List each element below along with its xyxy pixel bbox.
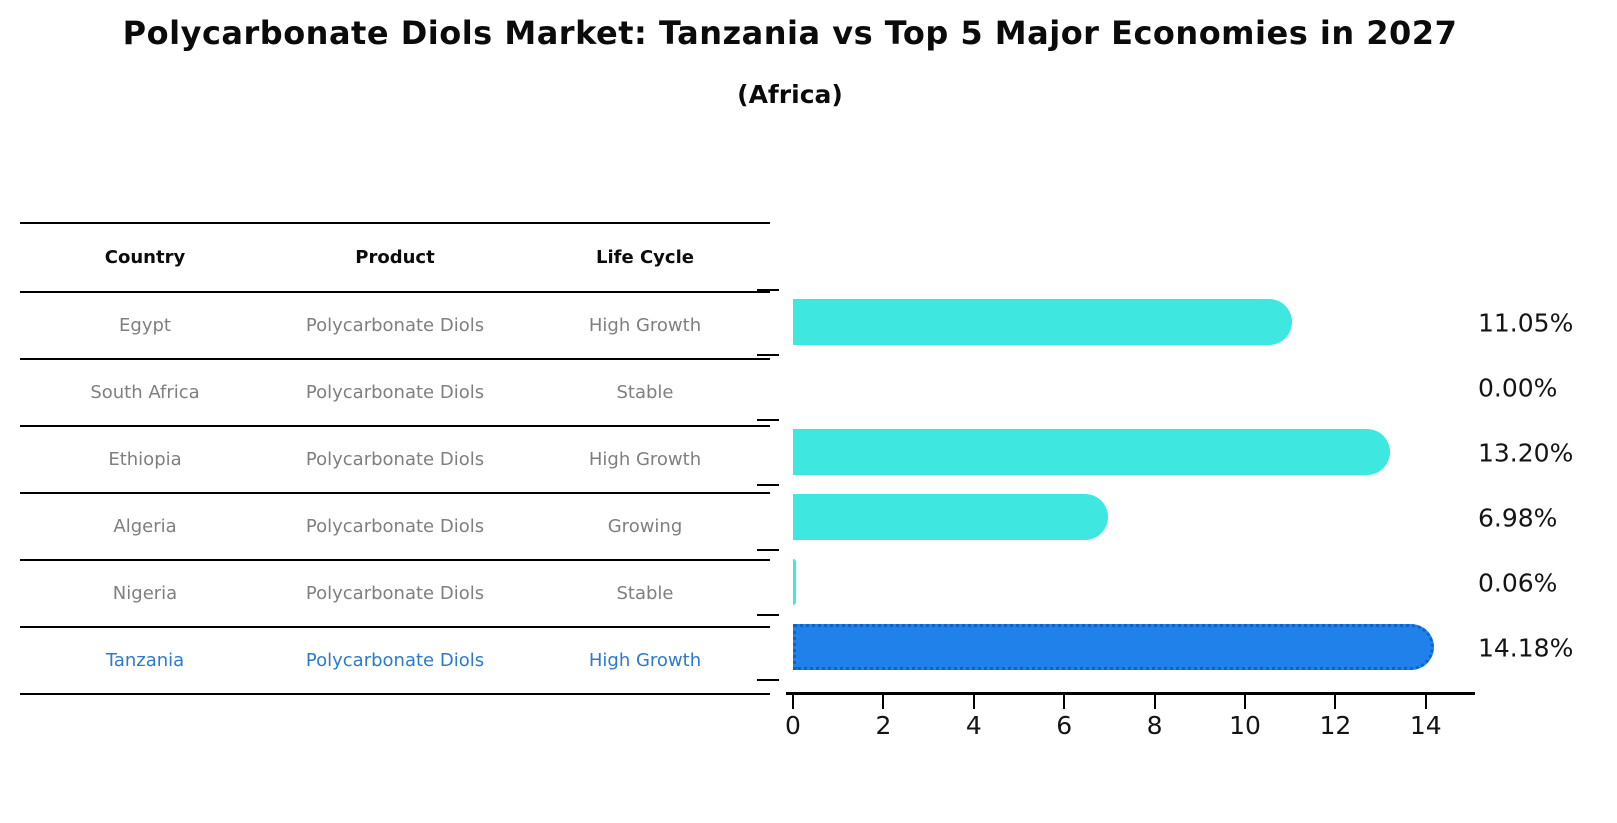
bar-highlight [793,624,1434,670]
product-cell: Polycarbonate Diols [270,292,520,360]
life-cycle-cell: Stable [520,560,770,628]
table-row: Nigeria Polycarbonate Diols Stable [20,560,770,628]
chart-title: Polycarbonate Diols Market: Tanzania vs … [122,14,1458,52]
x-axis-tick [792,695,794,709]
country-cell: Nigeria [20,560,270,628]
table-row: Algeria Polycarbonate Diols Growing [20,493,770,561]
value-label: 11.05% [1478,308,1574,337]
value-label: 6.98% [1478,503,1558,532]
y-axis-tick [757,679,779,681]
x-axis-tick [1244,695,1246,709]
value-label: 14.18% [1478,633,1574,662]
column-header-product: Product [270,223,520,293]
bar-row [793,420,1471,485]
x-axis-tick-label: 14 [1409,711,1442,740]
bar-row [793,615,1471,680]
x-axis-tick [972,695,975,709]
x-axis-tick-label: 10 [1229,711,1261,740]
country-cell: South Africa [20,359,270,427]
country-cell: Tanzania [20,627,270,695]
table-body: Egypt Polycarbonate Diols High Growth South… [20,292,770,695]
x-axis-tick-label: 4 [965,711,982,740]
x-axis-tick [1424,695,1427,709]
life-cycle-cell: High Growth [520,292,770,360]
product-cell: Polycarbonate Diols [270,627,520,695]
table-row: Ethiopia Polycarbonate Diols High Growth [20,426,770,494]
table-row: South Africa Polycarbonate Diols Stable [20,359,770,427]
bar [793,559,796,605]
value-label: 13.20% [1478,438,1574,467]
x-axis-tick-label: 0 [785,711,801,740]
y-axis-tick [757,419,779,421]
life-cycle-cell: High Growth [520,627,770,695]
bar-row [793,550,1471,615]
bar-row [793,355,1471,420]
x-axis-tick-label: 6 [1056,711,1073,740]
life-cycle-cell: Growing [520,493,770,561]
chart-subtitle: (Africa) [737,80,843,109]
y-axis-tick [757,289,779,291]
y-axis-tick [757,549,779,551]
x-axis-tick [882,695,885,709]
table-row: Egypt Polycarbonate Diols High Growth [20,292,770,360]
x-axis-tick-label: 12 [1319,711,1352,740]
bar [793,429,1390,475]
country-cell: Ethiopia [20,426,270,494]
product-cell: Polycarbonate Diols [270,359,520,427]
y-axis-tick [757,354,779,356]
y-axis-tick [757,614,779,616]
x-axis-tick-label: 2 [875,711,892,740]
x-axis-tick [1063,695,1066,709]
country-cell: Egypt [20,292,270,360]
bar-row [793,290,1471,355]
value-label: 0.00% [1478,373,1558,402]
x-axis-tick-label: 8 [1146,711,1163,740]
table-row: Tanzania Polycarbonate Diols High Growth [20,627,770,695]
bar-row [793,485,1471,550]
life-cycle-cell: Stable [520,359,770,427]
country-table: Country Product Life Cycle Egypt Polycarb… [20,222,770,695]
life-cycle-cell: High Growth [520,426,770,494]
country-cell: Algeria [20,493,270,561]
product-cell: Polycarbonate Diols [270,426,520,494]
table-header: Country Product Life Cycle [20,223,770,293]
y-axis-tick [757,484,779,486]
column-header-life-cycle: Life Cycle [520,223,770,293]
x-axis-tick [1153,695,1156,709]
product-cell: Polycarbonate Diols [270,493,520,561]
x-axis-tick [1334,695,1337,709]
x-axis-line [786,692,1475,695]
bar [793,494,1109,540]
bar [793,299,1293,345]
product-cell: Polycarbonate Diols [270,560,520,628]
column-header-country: Country [20,223,270,293]
value-label: 0.06% [1478,568,1558,597]
